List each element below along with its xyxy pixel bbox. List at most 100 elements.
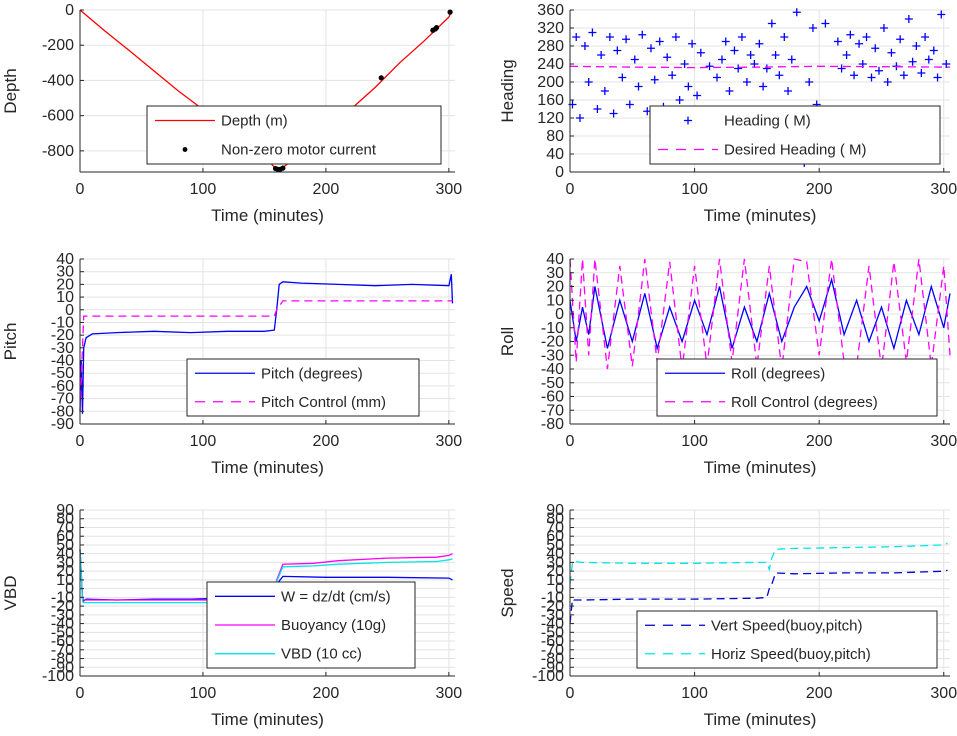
legend-label: W = dz/dt (cm/s) (281, 588, 391, 605)
y-tick-label: -50 (541, 375, 564, 392)
data-point (933, 73, 942, 82)
legend-label: Roll (degrees) (731, 365, 825, 382)
data-point (746, 51, 755, 59)
data-point (787, 55, 796, 64)
data-point (575, 114, 584, 122)
y-tick-label: 90 (546, 502, 564, 519)
data-point (850, 71, 859, 80)
data-point (755, 39, 764, 48)
series-pitch-0 (79, 274, 454, 414)
data-point (671, 33, 680, 41)
y-axis-label: Depth (1, 68, 20, 113)
y-tick-label: -20 (541, 598, 564, 615)
data-point (883, 78, 892, 86)
legend-label: Pitch Control (mm) (261, 394, 386, 411)
y-tick-label: -30 (51, 607, 74, 624)
y-axis-label: Roll (498, 327, 517, 356)
data-point (705, 62, 714, 71)
x-tick-label: 200 (313, 685, 340, 702)
legend: Heading ( M) Desired Heading ( M) (649, 105, 941, 165)
data-point (650, 75, 659, 84)
legend-label: Buoyancy (10g) (281, 617, 386, 634)
panel-roll: 0 100 200 300403020100-10-20-30-40-50-60-70… (498, 251, 957, 477)
y-tick-label: -10 (51, 314, 74, 331)
data-point (879, 24, 888, 32)
data-point (742, 78, 751, 86)
y-tick-label: 0 (65, 581, 74, 598)
data-point (718, 55, 726, 64)
data-point (821, 19, 830, 28)
legend-label: VBD (10 cc) (281, 646, 362, 663)
x-tick-label: 100 (681, 433, 708, 450)
y-tick-label: 0 (65, 2, 74, 19)
data-point (433, 25, 440, 31)
y-tick-label: -80 (541, 416, 564, 433)
legend-label: Pitch (degrees) (261, 365, 363, 382)
y-tick-label: 40 (546, 251, 564, 268)
legend: Pitch (degrees) Pitch Control (mm) (186, 358, 420, 417)
y-tick-label: 40 (56, 546, 74, 563)
y-tick-label: 70 (546, 519, 564, 536)
data-point (634, 82, 643, 91)
x-tick-label: 100 (681, 685, 708, 702)
y-tick-label: 60 (56, 528, 74, 545)
y-tick-label: -50 (51, 624, 74, 641)
y-tick-label: 0 (65, 302, 74, 319)
x-tick-label: 200 (806, 685, 833, 702)
y-tick-label: -60 (51, 378, 74, 395)
x-axis-label: Time (minutes) (704, 206, 817, 225)
x-axis-label: Time (minutes) (211, 206, 324, 225)
y-tick-label: -80 (51, 403, 74, 420)
x-tick-label: 300 (436, 181, 463, 198)
data-point (572, 33, 581, 41)
data-point (887, 48, 896, 57)
data-point (638, 30, 647, 39)
legend: Vert Speed(buoy,pitch) Horiz Speed(buoy,p… (636, 610, 938, 669)
data-point (767, 19, 776, 28)
x-tick-label: 0 (76, 181, 85, 198)
data-point (780, 33, 789, 41)
y-tick-label: -20 (541, 334, 564, 351)
data-point (792, 8, 801, 17)
data-point (730, 46, 739, 55)
panel-speed: 0 100 200 3009080706050403020100-10-20-30-4… (498, 502, 957, 729)
data-point (625, 100, 634, 109)
data-point (280, 165, 286, 171)
y-tick-label: -70 (541, 402, 564, 419)
x-tick-label: 0 (566, 433, 575, 450)
y-tick-label: 200 (537, 74, 564, 91)
y-axis-label: Speed (498, 568, 517, 617)
y-tick-label: 10 (546, 572, 564, 589)
data-point (904, 15, 913, 23)
x-tick-label: 100 (681, 181, 708, 198)
x-tick-label: 0 (566, 181, 575, 198)
legend: Depth (m) Non-zero motor current (146, 105, 442, 165)
y-tick-label: -30 (51, 340, 74, 357)
data-point (580, 42, 589, 50)
y-tick-label: -40 (541, 361, 564, 378)
y-tick-label: -90 (51, 416, 74, 433)
data-point (908, 57, 917, 66)
data-point (734, 64, 743, 73)
series-line (569, 258, 951, 370)
y-tick-label: -10 (51, 589, 74, 606)
y-tick-label: -70 (51, 642, 74, 659)
y-tick-label: 10 (56, 289, 74, 306)
x-tick-label: 300 (930, 685, 957, 702)
series-line (569, 542, 948, 585)
panel-depth: 0 100 200 300 0 -200 -400 -600 -800 Time (minutes… (1, 2, 462, 225)
y-tick-label: -40 (541, 616, 564, 633)
legend: Roll (degrees) Roll Control (degrees) (656, 358, 938, 417)
x-tick-label: 200 (806, 181, 833, 198)
data-point (618, 73, 627, 82)
y-tick-label: 20 (56, 276, 74, 293)
data-point (609, 109, 618, 118)
legend-box (186, 358, 420, 417)
series-vbd-1 (79, 549, 453, 601)
y-tick-label: -80 (541, 651, 564, 668)
data-point (805, 78, 814, 86)
data-point (597, 51, 606, 59)
data-point (693, 91, 702, 100)
legend: W = dz/dt (cm/s) Buoyancy (10g) VBD (10 cc… (206, 581, 416, 669)
